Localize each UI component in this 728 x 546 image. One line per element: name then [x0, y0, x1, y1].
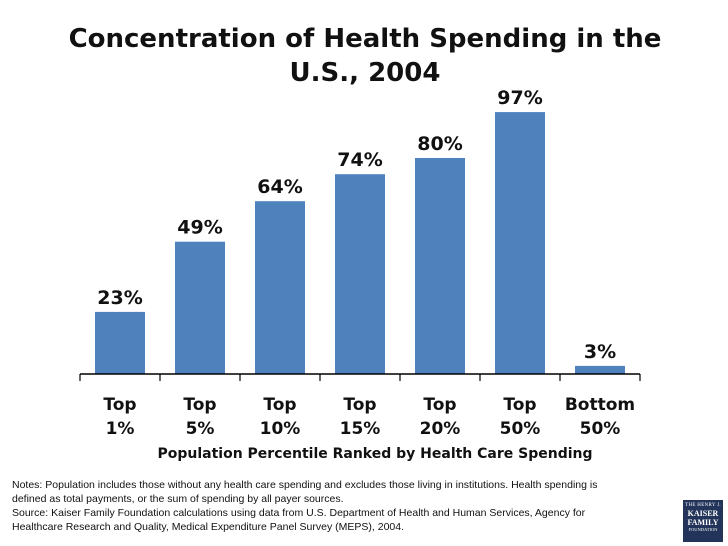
x-tick-label: Top: [183, 395, 216, 415]
x-tick-label: Top: [103, 395, 136, 415]
x-tick-label: 20%: [420, 419, 461, 439]
data-label: 64%: [257, 176, 302, 198]
bar: [255, 201, 305, 374]
x-tick-label: 10%: [260, 419, 301, 439]
x-tick-label: 50%: [500, 419, 541, 439]
x-axis-label: Population Percentile Ranked by Health C…: [157, 446, 593, 462]
x-tick-label: Top: [503, 395, 536, 415]
note-line: Healthcare Research and Quality, Medical…: [12, 521, 405, 533]
logo-text: FOUNDATION: [688, 527, 718, 532]
bar: [575, 365, 625, 374]
x-tick-label: Top: [423, 395, 456, 415]
x-tick-label: 1%: [106, 419, 135, 439]
data-label: 23%: [97, 287, 142, 309]
x-tick-label: 50%: [580, 419, 621, 439]
logo-text: FAMILY: [687, 518, 719, 527]
x-tick-label: Bottom: [565, 395, 635, 415]
note-line: Source: Kaiser Family Foundation calcula…: [12, 507, 586, 519]
footnotes: Notes: Population includes those without…: [12, 478, 652, 534]
note-line: Notes: Population includes those without…: [12, 479, 598, 491]
x-tick-label: Top: [263, 395, 296, 415]
data-label: 74%: [337, 149, 382, 171]
bar: [335, 174, 385, 374]
x-tick-label: Top: [343, 395, 376, 415]
bar: [495, 112, 545, 374]
bar: [415, 158, 465, 374]
data-label: 97%: [497, 87, 542, 109]
chart-title: Concentration of Health Spending in the …: [68, 24, 662, 88]
logo-text: THE HENRY J.: [685, 503, 721, 508]
bar-chart: 23% Top 1% 49% Top 5% 64% Top 10% 74% Top 15% 80% Top…: [79, 87, 641, 439]
data-label: 80%: [417, 133, 462, 155]
logo-text: KAISER: [687, 509, 719, 518]
bar: [95, 311, 145, 374]
x-tick-label: 15%: [340, 419, 381, 439]
data-label: 3%: [584, 341, 616, 363]
data-label: 49%: [177, 217, 222, 239]
kaiser-family-foundation-logo: THE HENRY J. KAISER FAMILY FOUNDATION: [683, 500, 723, 542]
bar: [175, 241, 225, 374]
note-line: defined as total payments, or the sum of…: [12, 493, 344, 505]
x-tick-label: 5%: [186, 419, 215, 439]
